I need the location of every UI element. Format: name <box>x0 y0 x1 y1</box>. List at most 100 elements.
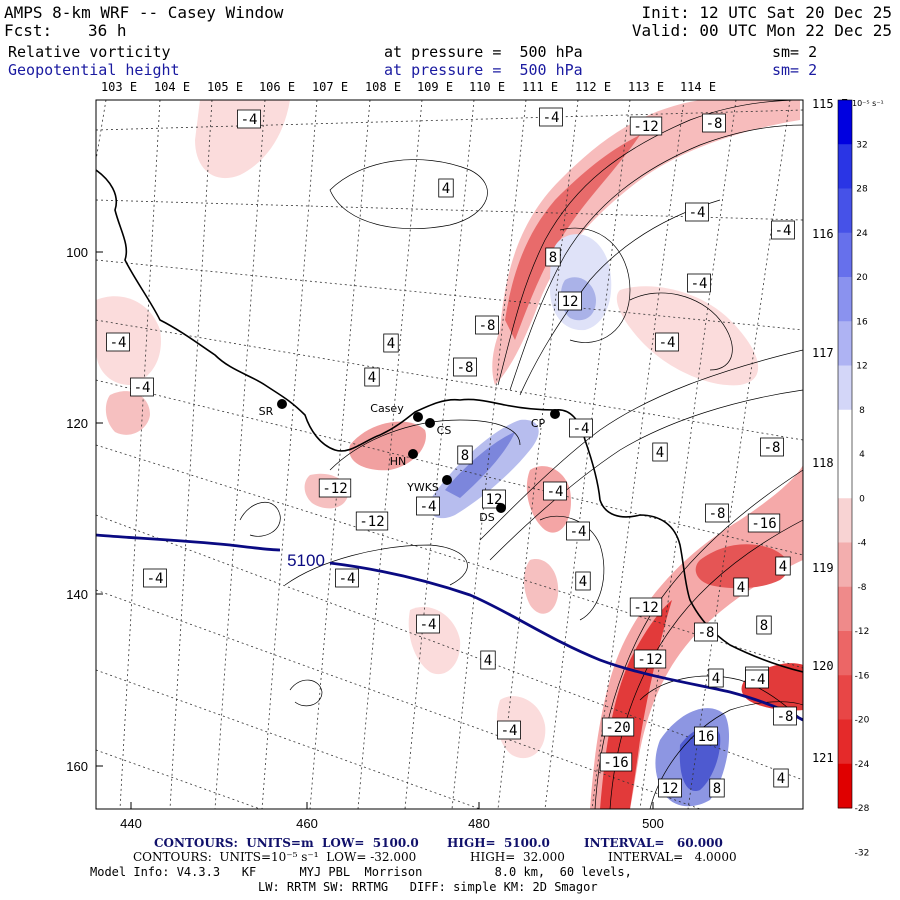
vorticity-label-group: -4 -4 4 -4 -12 -8 -4 -4 8 12 -4 -8 -4 4 -8 4 -4 -4 4 -8 -12 -… <box>106 107 797 798</box>
colorbar-segment <box>838 454 852 499</box>
vorticity-label-box <box>733 577 749 597</box>
neg-core-north <box>505 135 640 340</box>
vorticity-label-box <box>685 202 709 222</box>
vorticity-label: 4 <box>368 370 376 386</box>
vorticity-label: -4 <box>420 617 437 633</box>
vorticity-label-box <box>745 669 769 689</box>
vorticity-label: 4 <box>779 559 787 575</box>
y-tick-100: 100 <box>66 245 88 260</box>
footer-physics: LW: RRTM SW: RRTMG DIFF: simple KM: 2D S… <box>258 880 598 894</box>
station-label: HN <box>390 455 407 468</box>
colorbar-tick: 0 <box>859 494 865 504</box>
vorticity-label-box <box>355 511 389 531</box>
vorticity-label: -8 <box>698 625 715 641</box>
vorticity-label: 4 <box>712 671 720 687</box>
vorticity-label: -12 <box>633 119 658 135</box>
vorticity-label-box <box>708 668 724 688</box>
vorticity-label: 8 <box>461 448 469 464</box>
footer-height-high: HIGH= 5100.0 <box>447 836 550 850</box>
vorticity-label-box <box>705 503 729 523</box>
vorticity-label: -4 <box>339 571 356 587</box>
vorticity-label: -4 <box>241 112 258 128</box>
vorticity-label: 8 <box>549 250 557 266</box>
colorbar-tick: 24 <box>856 229 868 239</box>
vorticity-label: -4 <box>420 499 437 515</box>
field2-name: Geopotential height <box>8 61 180 79</box>
station-marker <box>550 409 560 419</box>
valid-time: Valid: 00 UTC Mon 22 Dec 25 <box>631 21 892 40</box>
vorticity-label: -4 <box>689 205 706 221</box>
vorticity-label: 4 <box>737 580 745 596</box>
vorticity-label: 8 <box>713 781 721 797</box>
station-label: CP <box>531 417 546 430</box>
colorbar-segment <box>838 675 852 720</box>
vorticity-label-box <box>773 706 797 726</box>
colorbar-segment <box>838 763 852 809</box>
station-marker <box>277 399 287 409</box>
vorticity-label: 8 <box>760 618 768 634</box>
neg-area-casey <box>349 421 426 471</box>
vorticity-label-box <box>599 752 633 772</box>
station-label: DS <box>479 511 494 524</box>
footer-vort-high: HIGH= 32.000 <box>470 850 565 864</box>
colorbar-segment <box>838 321 852 366</box>
neg-core-east <box>695 544 789 589</box>
longitude-label-top: 104 E <box>154 80 190 94</box>
colorbar-segment <box>838 409 852 455</box>
colorbar-tick: -16 <box>855 671 870 681</box>
colorbar-tick: 8 <box>859 406 865 416</box>
latlon-grid <box>96 100 803 809</box>
field1-name: Relative vorticity <box>8 43 171 61</box>
neg-area-east <box>616 286 759 386</box>
vorticity-label-box <box>130 377 154 397</box>
vorticity-label-box <box>106 332 130 352</box>
colorbar-tick: 16 <box>856 317 868 327</box>
axis-labels: 440 460 480 500 100 120 140 160 <box>66 245 664 831</box>
station-label: YWKS <box>406 481 439 494</box>
coastline <box>96 169 803 673</box>
vorticity-label-box <box>775 556 791 576</box>
vorticity-label-box <box>416 614 440 634</box>
x-tick-440: 440 <box>120 816 142 831</box>
colorbar-tick: 32 <box>856 140 867 150</box>
x-tick-500: 500 <box>642 816 664 831</box>
station-label: SR <box>259 405 274 418</box>
colorbar-tick: -8 <box>858 583 867 593</box>
vorticity-label: 4 <box>387 336 395 352</box>
colorbar-segment <box>838 586 852 632</box>
colorbar-segment <box>838 188 852 234</box>
colorbar-segment <box>838 232 852 278</box>
vorticity-label-box <box>475 315 499 335</box>
vorticity-label: -12 <box>359 514 384 530</box>
vorticity-label-box <box>539 107 563 127</box>
longitude-label-top: 113 E <box>628 80 664 94</box>
colorbar-tick: -28 <box>855 804 870 814</box>
station-marker <box>425 418 435 428</box>
colorbar-segment <box>838 631 852 676</box>
vorticity-label-box <box>773 768 789 788</box>
station-label: Casey <box>370 402 404 415</box>
vorticity-label: -4 <box>659 335 676 351</box>
forecast-label: Fcst: <box>4 21 53 40</box>
vorticity-label-box <box>633 649 667 669</box>
longitude-labels-top: 103 E 104 E 105 E 106 E 107 E 108 E 109 E 110 E… <box>101 80 716 94</box>
y-tick-160: 160 <box>66 759 88 774</box>
field1-level: at pressure = 500 hPa <box>384 43 583 61</box>
x-tick-460: 460 <box>296 816 318 831</box>
vorticity-label-box <box>771 220 795 240</box>
colorbar-unit: 10⁻⁵ s⁻¹ <box>852 99 884 108</box>
vorticity-label-box <box>702 113 726 133</box>
longitude-label-top: 112 E <box>575 80 611 94</box>
vorticity-label: -4 <box>134 380 151 396</box>
vorticity-label: -4 <box>547 484 564 500</box>
map-frame <box>95 99 804 810</box>
longitude-label-top: 110 E <box>469 80 505 94</box>
pos-core-center <box>445 432 515 498</box>
field1-smoothing: sm= 2 <box>772 43 818 61</box>
station-label: CS <box>437 424 452 437</box>
vorticity-label-box <box>652 442 668 462</box>
vorticity-label-box <box>497 720 521 740</box>
vorticity-label: 4 <box>656 445 664 461</box>
colorbar-tick: 20 <box>856 273 868 283</box>
neg-area-northwest <box>195 100 290 179</box>
